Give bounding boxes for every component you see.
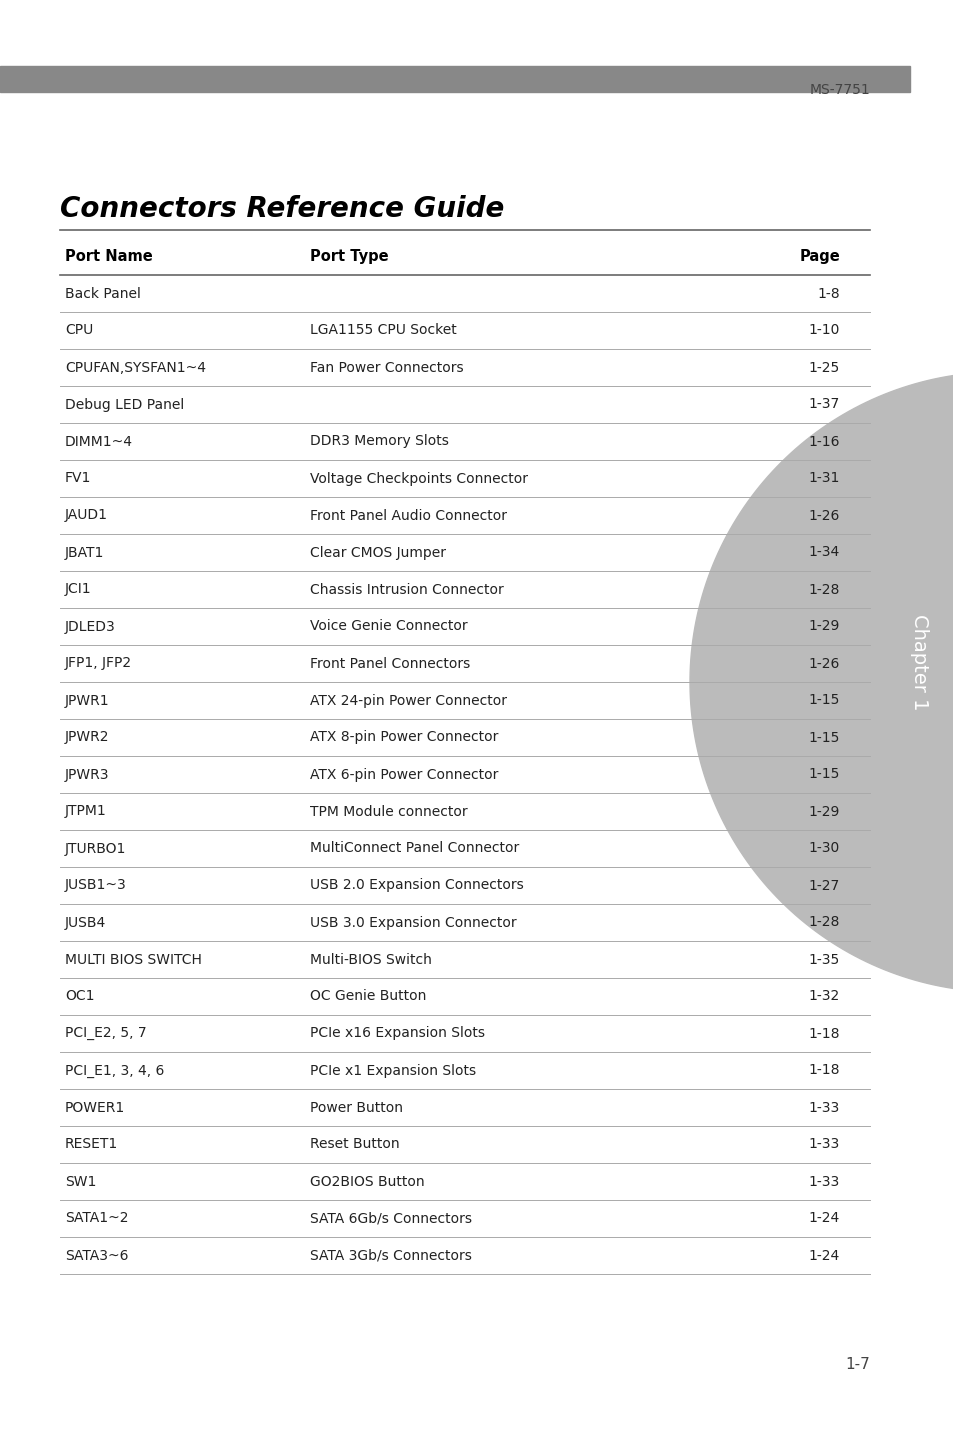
Text: 1-24: 1-24 [808, 1211, 840, 1226]
Text: Chapter 1: Chapter 1 [909, 614, 928, 710]
Text: USB 2.0 Expansion Connectors: USB 2.0 Expansion Connectors [310, 878, 523, 892]
Text: Debug LED Panel: Debug LED Panel [65, 398, 184, 411]
Text: JTPM1: JTPM1 [65, 805, 107, 819]
Text: Voice Genie Connector: Voice Genie Connector [310, 620, 467, 633]
Text: Power Button: Power Button [310, 1101, 402, 1114]
Text: USB 3.0 Expansion Connector: USB 3.0 Expansion Connector [310, 915, 517, 929]
Text: 1-33: 1-33 [808, 1137, 840, 1151]
Bar [0, 66, 909, 92]
Text: PCIe x16 Expansion Slots: PCIe x16 Expansion Slots [310, 1027, 484, 1041]
Text: 1-10: 1-10 [808, 324, 840, 338]
Text: 1-25: 1-25 [808, 361, 840, 375]
Text: SATA 6Gb/s Connectors: SATA 6Gb/s Connectors [310, 1211, 472, 1226]
Text: 1-35: 1-35 [808, 952, 840, 967]
Text: Port Type: Port Type [310, 249, 388, 263]
Polygon shape [689, 372, 953, 992]
Text: JBAT1: JBAT1 [65, 546, 104, 560]
Text: MultiConnect Panel Connector: MultiConnect Panel Connector [310, 842, 518, 855]
Text: 1-29: 1-29 [808, 805, 840, 819]
Text: 1-18: 1-18 [807, 1027, 840, 1041]
Text: TPM Module connector: TPM Module connector [310, 805, 467, 819]
Text: PCI_E2, 5, 7: PCI_E2, 5, 7 [65, 1027, 147, 1041]
Text: 1-33: 1-33 [808, 1174, 840, 1189]
Text: MULTI BIOS SWITCH: MULTI BIOS SWITCH [65, 952, 202, 967]
Text: PCIe x1 Expansion Slots: PCIe x1 Expansion Slots [310, 1064, 476, 1077]
Text: 1-34: 1-34 [808, 546, 840, 560]
Text: 1-33: 1-33 [808, 1101, 840, 1114]
Text: JDLED3: JDLED3 [65, 620, 115, 633]
Text: MS-7751: MS-7751 [808, 83, 869, 97]
Text: Chassis Intrusion Connector: Chassis Intrusion Connector [310, 583, 503, 597]
Text: Reset Button: Reset Button [310, 1137, 399, 1151]
Text: OC Genie Button: OC Genie Button [310, 990, 426, 1004]
Text: GO2BIOS Button: GO2BIOS Button [310, 1174, 424, 1189]
Text: 1-18: 1-18 [807, 1064, 840, 1077]
Text: 1-7: 1-7 [844, 1358, 869, 1372]
Text: 1-37: 1-37 [808, 398, 840, 411]
Text: Multi-BIOS Switch: Multi-BIOS Switch [310, 952, 432, 967]
Text: 1-32: 1-32 [808, 990, 840, 1004]
Text: CPU: CPU [65, 324, 93, 338]
Text: 1-28: 1-28 [808, 583, 840, 597]
Text: DIMM1~4: DIMM1~4 [65, 434, 132, 448]
Text: SATA1~2: SATA1~2 [65, 1211, 129, 1226]
Text: JTURBO1: JTURBO1 [65, 842, 126, 855]
Text: JPWR2: JPWR2 [65, 730, 110, 745]
Text: Back Panel: Back Panel [65, 286, 141, 301]
Text: Fan Power Connectors: Fan Power Connectors [310, 361, 463, 375]
Text: Port Name: Port Name [65, 249, 152, 263]
Text: PCI_E1, 3, 4, 6: PCI_E1, 3, 4, 6 [65, 1064, 164, 1077]
Text: CPUFAN,SYSFAN1~4: CPUFAN,SYSFAN1~4 [65, 361, 206, 375]
Text: JUSB4: JUSB4 [65, 915, 106, 929]
Text: ATX 8-pin Power Connector: ATX 8-pin Power Connector [310, 730, 497, 745]
Text: 1-27: 1-27 [808, 878, 840, 892]
Text: Voltage Checkpoints Connector: Voltage Checkpoints Connector [310, 471, 527, 485]
Text: POWER1: POWER1 [65, 1101, 125, 1114]
Text: 1-15: 1-15 [808, 693, 840, 707]
Text: JCI1: JCI1 [65, 583, 91, 597]
Text: 1-24: 1-24 [808, 1249, 840, 1263]
Text: JPWR3: JPWR3 [65, 768, 110, 782]
Text: 1-26: 1-26 [808, 656, 840, 670]
Text: 1-30: 1-30 [808, 842, 840, 855]
Text: 1-16: 1-16 [807, 434, 840, 448]
Text: 1-8: 1-8 [817, 286, 840, 301]
Text: SATA3~6: SATA3~6 [65, 1249, 129, 1263]
Text: SW1: SW1 [65, 1174, 96, 1189]
Text: Connectors Reference Guide: Connectors Reference Guide [60, 195, 504, 223]
Text: 1-15: 1-15 [808, 768, 840, 782]
Text: OC1: OC1 [65, 990, 94, 1004]
Text: 1-31: 1-31 [808, 471, 840, 485]
Text: DDR3 Memory Slots: DDR3 Memory Slots [310, 434, 449, 448]
Text: JPWR1: JPWR1 [65, 693, 110, 707]
Text: Clear CMOS Jumper: Clear CMOS Jumper [310, 546, 446, 560]
Text: RESET1: RESET1 [65, 1137, 118, 1151]
Text: Front Panel Audio Connector: Front Panel Audio Connector [310, 508, 506, 523]
Text: Page: Page [799, 249, 840, 263]
Text: 1-28: 1-28 [808, 915, 840, 929]
Text: ATX 6-pin Power Connector: ATX 6-pin Power Connector [310, 768, 497, 782]
Text: JUSB1~3: JUSB1~3 [65, 878, 127, 892]
Text: JAUD1: JAUD1 [65, 508, 108, 523]
Text: 1-15: 1-15 [808, 730, 840, 745]
Text: FV1: FV1 [65, 471, 91, 485]
Text: JFP1, JFP2: JFP1, JFP2 [65, 656, 132, 670]
Text: 1-29: 1-29 [808, 620, 840, 633]
Text: SATA 3Gb/s Connectors: SATA 3Gb/s Connectors [310, 1249, 472, 1263]
Text: ATX 24-pin Power Connector: ATX 24-pin Power Connector [310, 693, 506, 707]
Text: Front Panel Connectors: Front Panel Connectors [310, 656, 470, 670]
Text: LGA1155 CPU Socket: LGA1155 CPU Socket [310, 324, 456, 338]
Text: 1-26: 1-26 [808, 508, 840, 523]
